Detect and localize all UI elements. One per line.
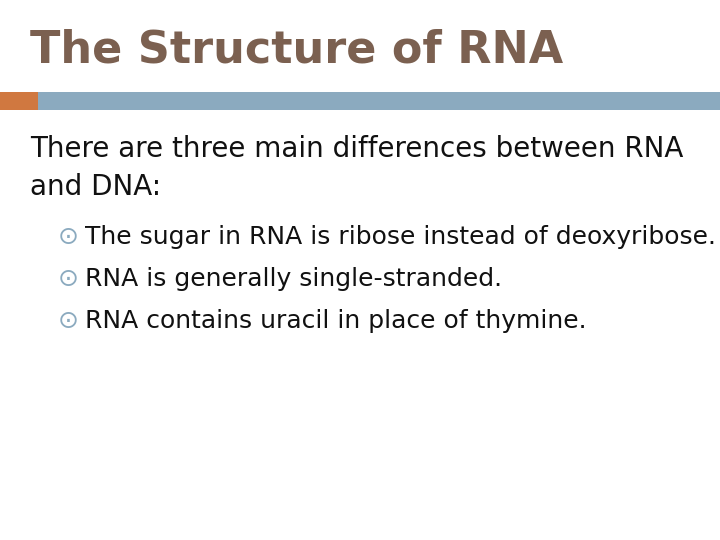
Text: ⊙: ⊙ [58, 309, 78, 333]
Bar [0, 92, 38, 110]
Bar [38, 92, 720, 110]
Text: There are three main differences between RNA: There are three main differences between… [30, 135, 683, 163]
Text: ⊙: ⊙ [58, 225, 78, 249]
Text: RNA is generally single-stranded.: RNA is generally single-stranded. [85, 267, 502, 291]
Text: RNA contains uracil in place of thymine.: RNA contains uracil in place of thymine. [85, 309, 587, 333]
Text: ⊙: ⊙ [58, 267, 78, 291]
Text: and DNA:: and DNA: [30, 173, 161, 201]
Text: The Structure of RNA: The Structure of RNA [30, 29, 563, 71]
Text: The sugar in RNA is ribose instead of deoxyribose.: The sugar in RNA is ribose instead of de… [85, 225, 716, 249]
